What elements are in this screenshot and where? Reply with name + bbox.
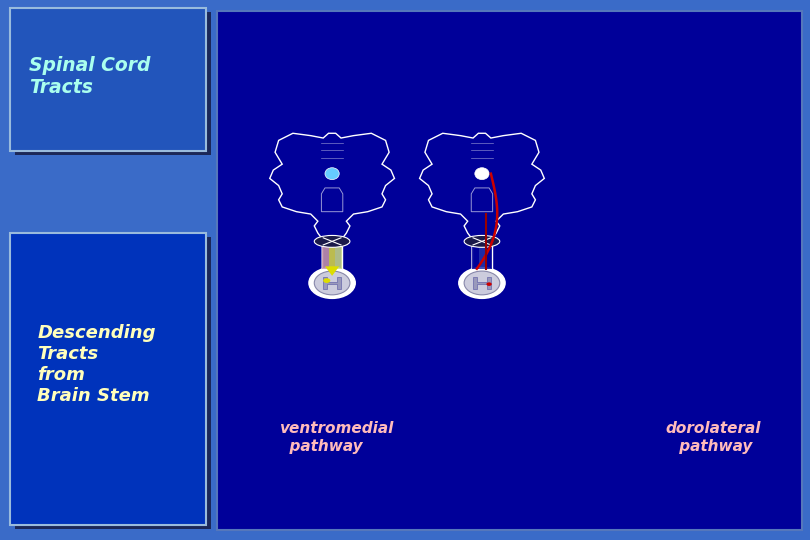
FancyBboxPatch shape — [472, 238, 492, 269]
Ellipse shape — [475, 168, 489, 180]
Polygon shape — [473, 277, 491, 289]
FancyBboxPatch shape — [479, 238, 485, 269]
FancyBboxPatch shape — [335, 238, 342, 269]
Ellipse shape — [314, 235, 350, 247]
FancyBboxPatch shape — [15, 12, 211, 155]
FancyBboxPatch shape — [15, 237, 211, 529]
FancyBboxPatch shape — [485, 238, 492, 269]
FancyBboxPatch shape — [472, 238, 479, 269]
Circle shape — [314, 271, 350, 295]
Ellipse shape — [325, 168, 339, 180]
Text: Spinal Cord
Tracts: Spinal Cord Tracts — [29, 56, 151, 97]
Ellipse shape — [464, 235, 500, 247]
Circle shape — [458, 267, 505, 299]
Polygon shape — [325, 266, 339, 276]
Circle shape — [464, 271, 500, 295]
FancyBboxPatch shape — [10, 233, 206, 525]
Ellipse shape — [486, 282, 492, 286]
FancyBboxPatch shape — [322, 238, 329, 269]
Ellipse shape — [323, 278, 330, 283]
Text: dorolateral
 pathway: dorolateral pathway — [665, 421, 761, 454]
Text: ventromedial
  pathway: ventromedial pathway — [279, 421, 394, 454]
Polygon shape — [323, 277, 341, 289]
Text: Descending
Tracts
from
Brain Stem: Descending Tracts from Brain Stem — [37, 325, 156, 404]
FancyBboxPatch shape — [329, 238, 335, 269]
Circle shape — [309, 267, 356, 299]
FancyBboxPatch shape — [10, 8, 206, 151]
FancyBboxPatch shape — [217, 11, 802, 530]
FancyBboxPatch shape — [322, 238, 342, 269]
